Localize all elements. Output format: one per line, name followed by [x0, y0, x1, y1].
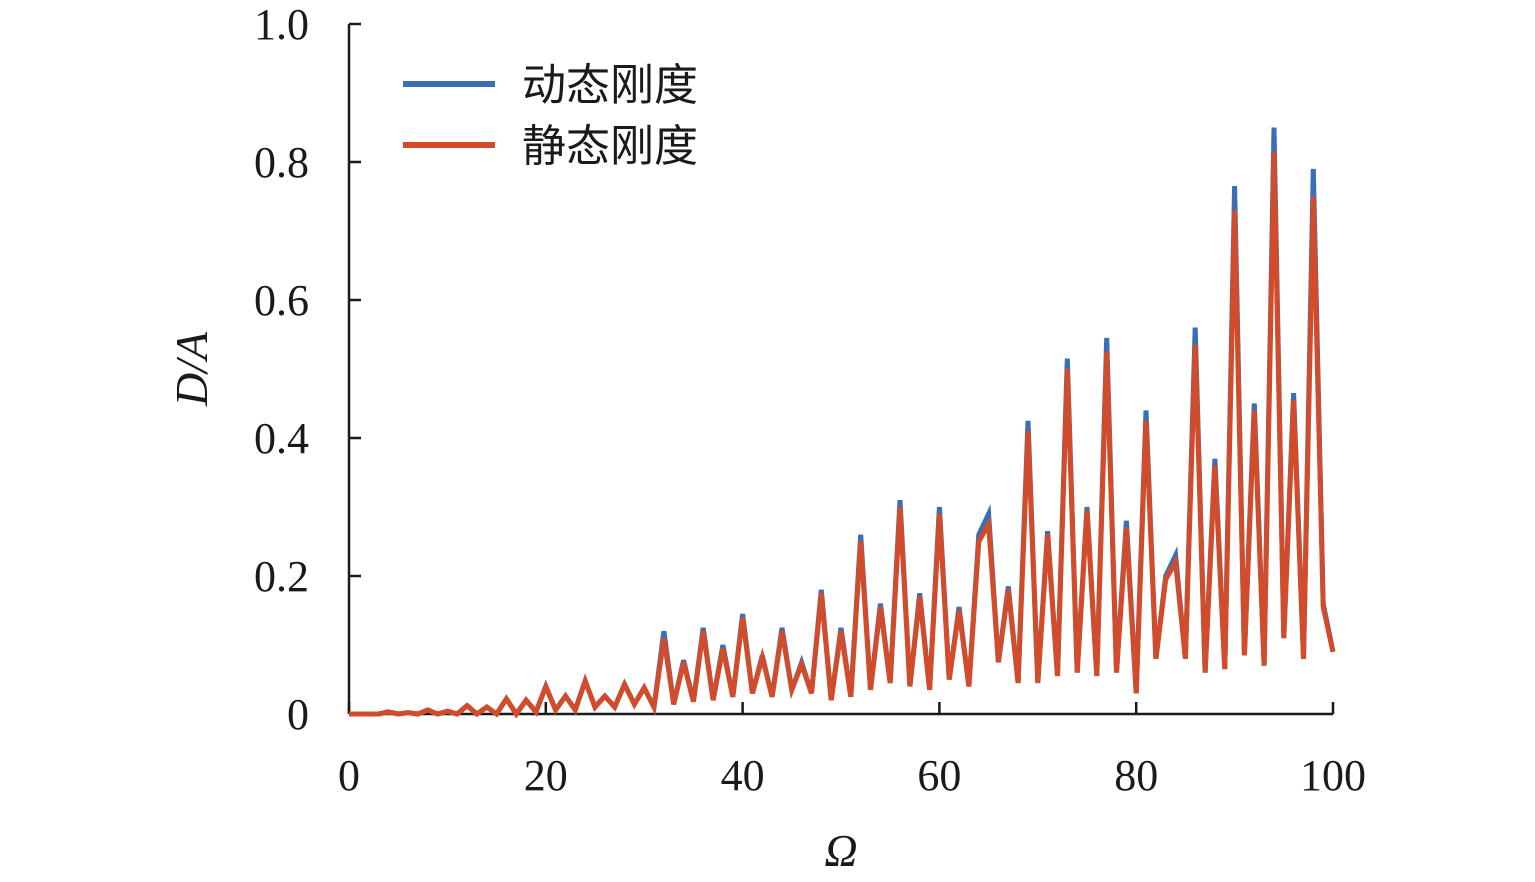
y-axis-title: D/A [166, 331, 217, 407]
x-tick-label: 80 [1114, 751, 1158, 800]
y-tick-label: 1.0 [254, 0, 309, 49]
x-tick-label: 0 [338, 751, 360, 800]
x-tick-label: 100 [1300, 751, 1366, 800]
y-tick-label: 0 [287, 690, 309, 739]
axes [347, 24, 1333, 716]
x-tick-label: 40 [721, 751, 765, 800]
y-tick-label: 0.2 [254, 552, 309, 601]
series-layer [349, 127, 1336, 719]
legend: 动态刚度 静态刚度 [403, 60, 698, 172]
legend-label-static: 静态刚度 [522, 121, 698, 172]
y-tick-label: 0.4 [254, 414, 309, 463]
series-line-static-stiffness [349, 151, 1336, 719]
ticks: 0 20 40 60 80 100 0 0.2 0.4 0.6 0.8 1.0 [254, 0, 1366, 800]
y-tick-label: 0.6 [254, 276, 309, 325]
x-tick-label: 20 [524, 751, 568, 800]
y-tick-label: 0.8 [254, 138, 309, 187]
legend-label-dynamic: 动态刚度 [522, 60, 698, 111]
x-axis-title: Ω [824, 825, 857, 876]
x-tick-label: 60 [917, 751, 961, 800]
